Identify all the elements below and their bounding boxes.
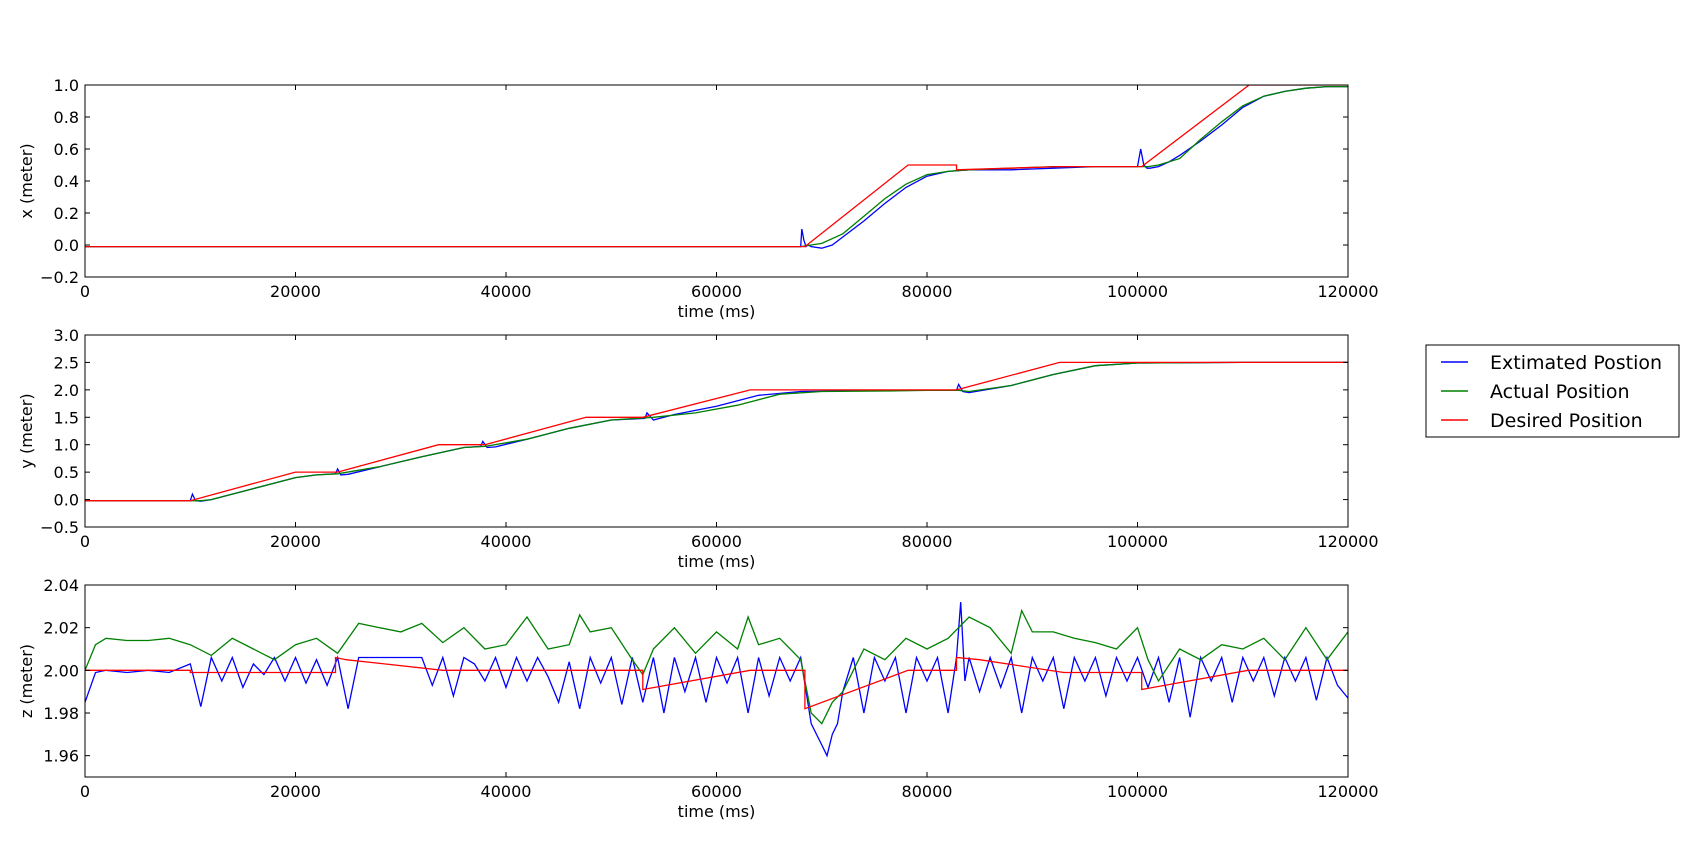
series-line-extimated-postion <box>85 602 1348 758</box>
x-tick-label: 100000 <box>1107 782 1168 801</box>
series-line-actual-position <box>85 608 1348 725</box>
y-tick-label: −0.2 <box>40 268 79 287</box>
y-tick-label: 0.0 <box>54 236 79 255</box>
series-line-desired-position <box>85 85 1348 248</box>
x-axis-label: time (ms) <box>678 302 756 321</box>
x-tick-label: 100000 <box>1107 282 1168 301</box>
x-tick-label: 60000 <box>691 282 742 301</box>
legend-label: Extimated Postion <box>1490 352 1662 374</box>
subplot-3: 0 20000 40000 60000 80000 100000 120000 1.96 1.9… <box>17 576 1379 821</box>
x-tick-label: 40000 <box>481 532 532 551</box>
y-tick-label: 1.96 <box>43 747 79 766</box>
x-tick-label: 60000 <box>691 782 742 801</box>
axes-frame <box>84 84 1349 278</box>
x-tick-label: 0 <box>80 782 90 801</box>
legend: Extimated Postion Actual Position Desired … <box>1425 344 1680 438</box>
y-axis-label: x (meter) <box>17 143 36 218</box>
y-tick-label: 2.04 <box>43 576 79 595</box>
legend-label: Desired Position <box>1490 410 1643 432</box>
series-line-actual-position <box>85 361 1348 502</box>
x-tick-label: 80000 <box>902 782 953 801</box>
x-tick-label: 20000 <box>270 782 321 801</box>
y-tick-label: 2.00 <box>43 661 79 680</box>
y-axis-label: z (meter) <box>17 644 36 718</box>
series-line-extimated-postion <box>85 361 1348 502</box>
x-tick-label: 40000 <box>481 782 532 801</box>
x-tick-label: 80000 <box>902 532 953 551</box>
x-tick-label: 120000 <box>1317 282 1378 301</box>
y-tick-label: 1.0 <box>54 76 79 95</box>
y-tick-label: 3.0 <box>54 326 79 345</box>
y-tick-label: 0.4 <box>54 172 79 191</box>
x-tick-label: 60000 <box>691 532 742 551</box>
x-axis-label: time (ms) <box>678 552 756 571</box>
x-tick-label: 120000 <box>1317 532 1378 551</box>
y-tick-label: 1.5 <box>54 408 79 427</box>
x-tick-label: 0 <box>80 282 90 301</box>
series-line-desired-position <box>85 656 1348 710</box>
y-tick-label: 2.02 <box>43 619 79 638</box>
x-axis-label: time (ms) <box>678 802 756 821</box>
y-tick-label: 1.98 <box>43 704 79 723</box>
subplot-2: 0 20000 40000 60000 80000 100000 120000 −0.5 0.0… <box>17 326 1379 571</box>
x-tick-label: 20000 <box>270 532 321 551</box>
x-tick-label: 20000 <box>270 282 321 301</box>
y-tick-label: 0.6 <box>54 140 79 159</box>
y-tick-label: 0.5 <box>54 463 79 482</box>
legend-box <box>1425 344 1680 438</box>
y-tick-label: 0.2 <box>54 204 79 223</box>
y-tick-label: 0.8 <box>54 108 79 127</box>
y-tick-label: 2.0 <box>54 381 79 400</box>
subplot-1: 0 20000 40000 60000 80000 100000 120000 −0.2 0.0… <box>17 76 1379 321</box>
series-line-extimated-postion <box>85 85 1348 249</box>
y-tick-label: −0.5 <box>40 518 79 537</box>
y-tick-label: 0.0 <box>54 491 79 510</box>
y-tick-label: 2.5 <box>54 353 79 372</box>
x-tick-label: 0 <box>80 532 90 551</box>
x-tick-label: 80000 <box>902 282 953 301</box>
x-tick-label: 120000 <box>1317 782 1378 801</box>
y-axis-label: y (meter) <box>17 393 36 468</box>
axes-frame <box>84 334 1349 528</box>
legend-label: Actual Position <box>1490 381 1630 403</box>
series-line-desired-position <box>85 361 1348 502</box>
x-tick-label: 40000 <box>481 282 532 301</box>
y-tick-label: 1.0 <box>54 436 79 455</box>
x-tick-label: 100000 <box>1107 532 1168 551</box>
